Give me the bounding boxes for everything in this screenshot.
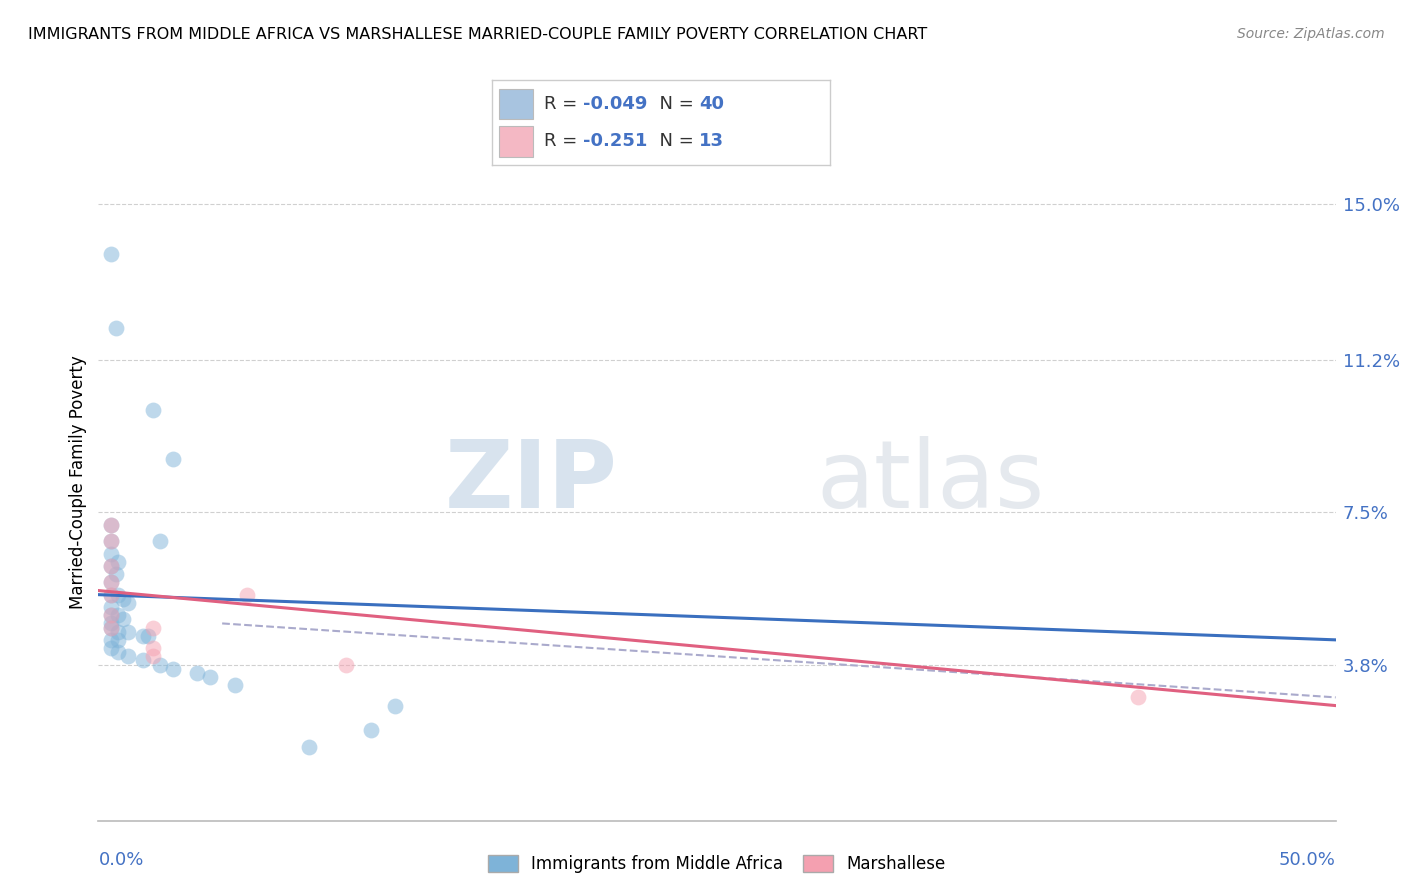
Point xyxy=(142,402,165,417)
Legend: Immigrants from Middle Africa, Marshallese: Immigrants from Middle Africa, Marshalle… xyxy=(481,848,953,880)
Point xyxy=(100,534,122,549)
Point xyxy=(186,665,208,680)
Point xyxy=(117,624,139,639)
Point xyxy=(132,653,155,667)
Text: 50.0%: 50.0% xyxy=(1279,851,1336,869)
Text: N =: N = xyxy=(648,132,699,150)
Point xyxy=(100,575,122,590)
Point xyxy=(117,596,139,610)
Bar xyxy=(499,126,533,157)
Point xyxy=(149,534,172,549)
Point xyxy=(335,657,357,672)
Point xyxy=(132,629,155,643)
Point xyxy=(117,649,139,664)
Point xyxy=(198,670,221,684)
Text: N =: N = xyxy=(648,95,699,113)
Bar xyxy=(499,89,533,120)
Point xyxy=(142,641,165,656)
Point xyxy=(107,632,129,647)
Point xyxy=(100,621,122,635)
Point xyxy=(384,698,406,713)
Text: 0.0%: 0.0% xyxy=(98,851,143,869)
Text: 13: 13 xyxy=(699,132,724,150)
Point xyxy=(107,555,129,569)
Point xyxy=(149,657,172,672)
Point xyxy=(100,534,122,549)
Point xyxy=(162,662,184,676)
Point xyxy=(100,608,122,623)
Text: -0.251: -0.251 xyxy=(583,132,648,150)
Text: R =: R = xyxy=(544,95,583,113)
Point xyxy=(100,599,122,614)
Point xyxy=(107,588,129,602)
Text: R =: R = xyxy=(544,132,583,150)
Point xyxy=(107,645,129,659)
Point xyxy=(100,547,122,561)
Point xyxy=(298,739,321,754)
Text: -0.049: -0.049 xyxy=(583,95,648,113)
Point xyxy=(100,632,122,647)
Point xyxy=(162,452,184,467)
Point xyxy=(100,616,122,631)
Point xyxy=(142,649,165,664)
Point xyxy=(100,641,122,656)
Point xyxy=(1126,690,1149,705)
Point xyxy=(100,588,122,602)
Text: IMMIGRANTS FROM MIDDLE AFRICA VS MARSHALLESE MARRIED-COUPLE FAMILY POVERTY CORRE: IMMIGRANTS FROM MIDDLE AFRICA VS MARSHAL… xyxy=(28,27,928,42)
Point xyxy=(100,608,122,623)
Point xyxy=(104,567,127,582)
Point xyxy=(100,558,122,573)
Text: ZIP: ZIP xyxy=(446,435,619,528)
Y-axis label: Married-Couple Family Poverty: Married-Couple Family Poverty xyxy=(69,355,87,608)
Point xyxy=(100,575,122,590)
Point xyxy=(104,320,127,334)
Point xyxy=(100,517,122,532)
Point xyxy=(100,558,122,573)
Point xyxy=(112,591,135,606)
Point xyxy=(100,517,122,532)
Text: 40: 40 xyxy=(699,95,724,113)
Point xyxy=(236,588,259,602)
Point xyxy=(107,624,129,639)
Point xyxy=(224,678,246,692)
Point xyxy=(100,246,122,260)
Point xyxy=(142,621,165,635)
Point xyxy=(107,608,129,623)
Point xyxy=(136,629,159,643)
Point xyxy=(112,612,135,626)
Point xyxy=(100,621,122,635)
Point xyxy=(360,723,382,738)
Text: atlas: atlas xyxy=(815,435,1045,528)
Text: Source: ZipAtlas.com: Source: ZipAtlas.com xyxy=(1237,27,1385,41)
Point xyxy=(100,588,122,602)
